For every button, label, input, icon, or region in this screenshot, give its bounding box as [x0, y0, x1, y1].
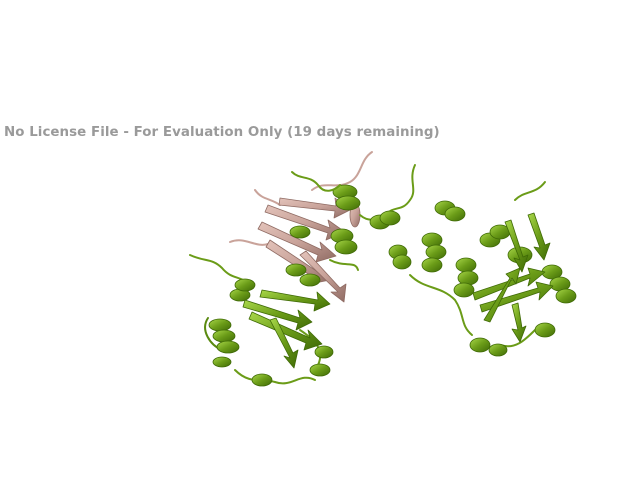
right-domain-green	[369, 164, 577, 357]
left-domain-green	[189, 254, 334, 387]
central-green-helices	[285, 184, 361, 287]
evaluation-watermark: No License File - For Evaluation Only (1…	[4, 125, 440, 140]
pink-chain	[229, 151, 373, 303]
